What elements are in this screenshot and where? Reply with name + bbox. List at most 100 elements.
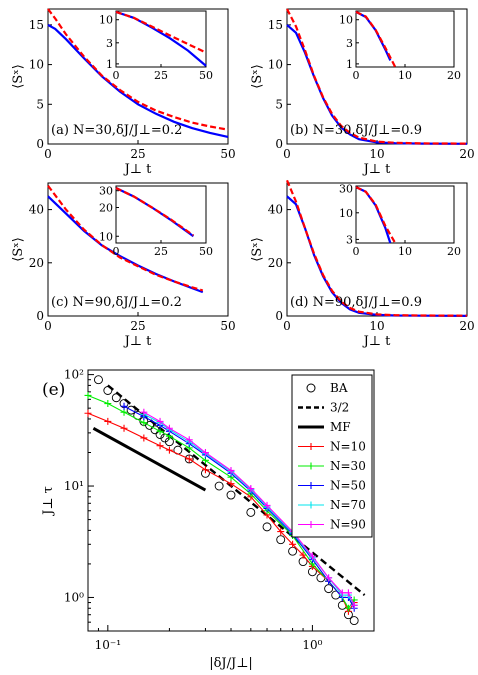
inset-frame [115,10,207,68]
series-line-dashed-red [47,8,229,131]
x-tick-label: 50 [220,147,235,161]
plus-marker [120,402,128,410]
plus-marker [84,391,92,399]
ba-point [276,535,286,545]
inset-y-tick-label: 10 [99,14,113,27]
inset: 0 25 50 1 3 10 [99,10,213,82]
inset-y-tick-label: 3 [106,37,113,50]
plus-marker [201,466,209,474]
legend-box [291,374,373,538]
series-line-dashed-red [285,179,468,317]
ba-point [150,425,160,435]
panel-label: (c) N=90,δJ/J⊥=0.2 [51,295,182,310]
x-axis-label: J⊥ t [362,334,392,349]
series-line [92,426,207,492]
plus-marker [120,408,128,416]
y-tick-label: 10 [268,58,283,72]
inset-x-tick-label: 20 [447,245,461,258]
plus-marker [338,589,346,597]
x-tick-label: 0 [44,147,52,161]
x-tick-label: 10 [369,147,384,161]
legend-label: N=90 [330,518,366,532]
inset-frame [355,10,455,68]
x-axis-label: J⊥ t [123,334,153,349]
x-tick-label: 20 [459,319,474,333]
plus-marker [140,434,148,442]
inset-y-tick-label: 1 [106,58,113,71]
inset-y-tick-label: 3 [346,37,353,50]
plus-marker [185,455,193,463]
plus-marker [185,436,193,444]
ba-point [126,405,136,415]
panel-c: 0 25 50 0 20 40 J⊥ t ⟨Sˣ⟩ (c) N=90,δJ/J⊥=0.2 0 25 5… [11,182,236,349]
legend-label: BA [330,381,348,395]
inset-x-tick-label: 20 [447,69,461,82]
plus-marker [165,446,173,454]
plus-marker [104,417,112,425]
plus-marker [227,480,235,488]
ba-point [184,454,194,464]
inset-x-tick-label: 0 [353,245,360,258]
inset-y-tick-label: 10 [339,207,353,220]
plus-marker [299,551,307,559]
plus-marker [156,417,164,425]
legend-marker [307,443,315,450]
inset-series-dashed-red [355,10,397,68]
y-axis-label: ⟨Sˣ⟩ [250,64,265,89]
plus-marker [104,400,112,408]
y-tick-label: 5 [36,97,44,111]
legend-label: N=10 [330,440,366,454]
y-tick-label: 10¹ [64,479,84,493]
plus-marker [325,574,333,582]
inset-series-dashed-red [115,187,195,237]
plus-marker [140,408,148,416]
inset-x-tick-label: 0 [113,245,120,258]
y-tick-label: 40 [268,203,283,217]
inset-y-tick-label: 10 [99,230,113,243]
series-line-dashed-red [47,185,204,292]
x-tick-label: 10 [369,319,384,333]
x-tick-label: 50 [220,319,235,333]
y-tick-label: 15 [268,18,283,32]
y-tick-label: 10 [29,58,44,72]
x-axis-label: J⊥ t [362,162,392,177]
panel-label: (d) N=90,δJ/J⊥=0.9 [290,295,422,310]
x-tick-label: 10⁻¹ [95,638,121,652]
inset-y-tick-label: 3 [346,233,353,246]
inset-frame [355,185,455,244]
inset-y-tick-label: 10 [339,14,353,27]
panel-label: (b) N=30,δJ/J⊥=0.9 [290,123,422,138]
x-tick-label: 0 [283,147,291,161]
y-tick-label: 40 [29,203,44,217]
legend-marker [307,462,315,470]
series-line-dashed-red [286,8,468,145]
inset: 0 10 20 3 10 30 [339,183,461,258]
panel-e: 10⁻¹ 10⁰ 10⁰ 10¹ 10² BA 3/2 MF N=10 N=30 N=50 N=70 N… [41,368,375,671]
x-tick-label: 25 [130,147,145,161]
legend-label: 3/2 [330,401,349,415]
plus-marker [247,485,255,493]
plus-marker [308,552,316,560]
plus-marker [156,427,164,435]
inset-x-tick-label: 25 [154,245,168,258]
inset-x-tick-label: 50 [199,245,213,258]
x-axis-label: |δJ/J⊥| [209,656,253,671]
plus-marker [84,409,92,417]
y-tick-label: 0 [36,309,44,323]
plus-marker [344,589,352,597]
ba-point [145,420,155,430]
plus-marker [227,466,235,474]
inset-series-solid-blue [115,10,207,67]
y-tick-label: 5 [275,97,283,111]
x-tick-label: 20 [459,147,474,161]
panel-d: 0 10 20 0 20 40 J⊥ t ⟨Sˣ⟩ (d) N=90,δJ/J⊥=0.9 0 10 2… [250,179,475,349]
y-axis-label: ⟨Sˣ⟩ [11,64,26,89]
plus-marker [350,601,358,609]
y-tick-label: 0 [275,137,283,151]
ba-point [94,375,103,385]
ba-point [214,481,224,491]
series-mf [92,426,207,492]
ba-point [226,490,236,500]
plus-marker [120,424,128,432]
